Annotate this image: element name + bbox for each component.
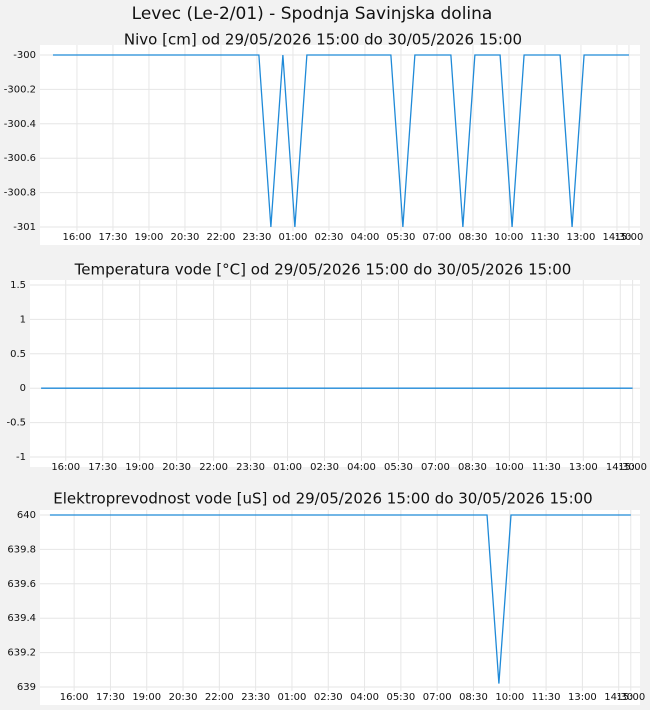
x-tick-label: 15:00 [618,462,647,473]
x-tick-label: 20:30 [169,692,198,703]
plot-area [30,280,640,467]
x-tick-label: 08:30 [459,692,488,703]
chart-title: Elektroprevodnost vode [uS] od 29/05/202… [53,490,592,508]
y-tick-label: -300.2 [4,84,36,95]
x-tick-label: 10:00 [495,232,524,243]
x-tick-label: 02:30 [310,462,339,473]
x-tick-label: 10:00 [495,462,524,473]
x-tick-label: 04:00 [350,692,379,703]
x-tick-label: 16:00 [51,462,80,473]
x-tick-label: 23:30 [241,692,270,703]
x-tick-label: 17:30 [99,232,128,243]
x-tick-label: 14:30 [606,462,635,473]
x-tick-label: 10:00 [495,692,524,703]
x-tick-label: 04:00 [351,232,380,243]
x-tick-label: 23:30 [236,462,265,473]
x-tick-label: 11:30 [532,692,561,703]
x-tick-label: 14:30 [604,692,633,703]
plot-area [40,45,640,245]
x-tick-label: 11:30 [531,232,560,243]
x-tick-label: 14:30 [603,232,632,243]
x-tick-label: 05:30 [384,462,413,473]
x-tick-label: 01:00 [279,232,308,243]
x-tick-label: 16:00 [63,232,92,243]
x-tick-label: 07:00 [423,232,452,243]
x-tick-label: 08:30 [458,462,487,473]
x-tick-label: 07:00 [423,692,452,703]
x-tick-label: 17:30 [96,692,125,703]
y-tick-label: 1.5 [10,280,26,291]
x-tick-label: 02:30 [315,232,344,243]
data-line [52,54,629,228]
data-line [49,514,631,684]
x-tick-label: 19:00 [132,692,161,703]
x-tick-label: 05:30 [387,232,416,243]
x-tick-label: 13:00 [567,232,596,243]
x-tick-label: 19:00 [125,462,154,473]
y-tick-label: 639 [17,682,36,693]
x-tick-label: 07:00 [421,462,450,473]
x-tick-label: 01:00 [273,462,302,473]
x-tick-label: 13:00 [568,692,597,703]
y-tick-label: -300 [13,50,36,61]
x-tick-label: 19:00 [135,232,164,243]
y-tick-label: 639.4 [7,613,36,624]
y-tick-label: 639.2 [7,648,36,659]
x-tick-label: 22:00 [207,232,236,243]
x-tick-label: 11:30 [532,462,561,473]
chart-title: Nivo [cm] od 29/05/2026 15:00 do 30/05/2… [124,31,522,49]
y-tick-label: 640 [17,510,36,521]
x-tick-label: 04:00 [347,462,376,473]
page-title: Levec (Le-2/01) - Spodnja Savinjska doli… [132,4,493,24]
x-tick-label: 20:30 [162,462,191,473]
x-tick-label: 02:30 [314,692,343,703]
y-tick-label: -301 [13,222,36,233]
y-tick-label: -300.6 [4,153,36,164]
y-tick-label: 0 [20,383,26,394]
x-tick-label: 15:00 [616,692,645,703]
y-tick-label: -300.8 [4,188,36,199]
y-tick-label: 639.8 [7,544,36,555]
y-tick-label: 1 [20,314,26,325]
x-tick-label: 16:00 [60,692,89,703]
x-tick-label: 01:00 [278,692,307,703]
x-tick-label: 05:30 [386,692,415,703]
y-tick-label: -1 [16,452,26,463]
chart-title: Temperatura vode [°C] od 29/05/2026 15:0… [74,261,572,279]
y-tick-label: 639.6 [7,579,36,590]
x-tick-label: 15:00 [615,232,644,243]
x-tick-label: 08:30 [459,232,488,243]
x-tick-label: 22:00 [205,692,234,703]
x-tick-label: 20:30 [171,232,200,243]
x-tick-label: 23:30 [243,232,272,243]
x-tick-label: 22:00 [199,462,228,473]
x-tick-label: 17:30 [88,462,117,473]
y-tick-label: 0.5 [10,349,26,360]
x-tick-label: 13:00 [569,462,598,473]
y-tick-label: -300.4 [4,119,36,130]
plot-area [40,510,640,705]
y-tick-label: -0.5 [6,418,26,429]
